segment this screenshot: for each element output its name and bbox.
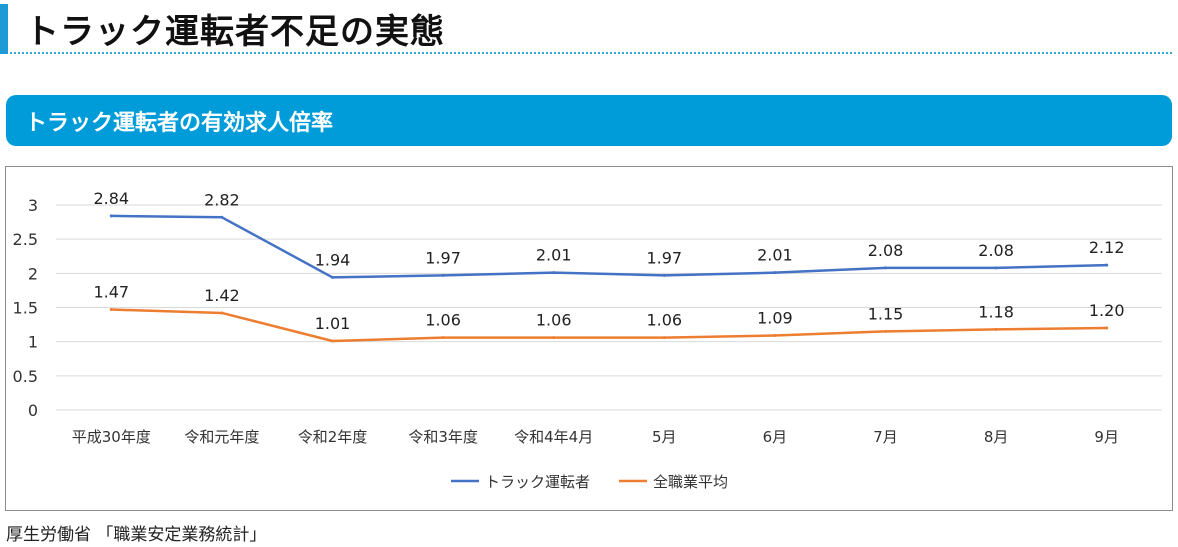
data-point: [441, 273, 445, 277]
data-label: 2.08: [978, 241, 1014, 260]
data-point: [109, 308, 113, 312]
data-point: [884, 329, 887, 333]
x-tick-label: 6月: [763, 428, 788, 446]
data-point: [220, 215, 224, 219]
data-label: 1.18: [978, 302, 1014, 321]
x-tick-label: 8月: [984, 428, 1009, 446]
data-point: [994, 266, 998, 270]
data-label: 1.09: [757, 309, 793, 328]
data-point: [109, 214, 113, 218]
line-chart: 0 0.5 1 1.5 2 2.5 3 平成30年度 令和元年度 令和2年度 令和3年度 令和4年4月…: [13, 189, 1162, 491]
data-label: 2.01: [757, 246, 793, 265]
data-label: 1.06: [536, 311, 572, 330]
page-title: トラック運転者不足の実態: [25, 12, 445, 52]
section-title: トラック運転者の有効求人倍率: [25, 111, 334, 136]
data-point: [1105, 263, 1109, 267]
data-label: 1.47: [93, 283, 129, 302]
data-point: [662, 336, 666, 340]
data-label: 2.01: [536, 246, 572, 265]
x-tick-label: 9月: [1094, 428, 1119, 446]
data-label: 1.42: [204, 286, 240, 305]
data-label: 1.20: [1089, 301, 1125, 320]
data-point: [1105, 326, 1109, 330]
x-tick-label: 5月: [652, 428, 677, 446]
x-tick-label: 令和3年度: [408, 428, 478, 446]
data-label: 1.97: [425, 248, 461, 267]
data-point: [884, 266, 887, 270]
data-point: [773, 334, 777, 338]
y-tick-label: 3: [28, 196, 38, 215]
data-label: 1.01: [315, 314, 351, 333]
x-tick-label: 令和元年度: [184, 428, 259, 446]
chart-frame: 0 0.5 1 1.5 2 2.5 3 平成30年度 令和元年度 令和2年度 令和3年度 令和4年4月…: [5, 166, 1173, 511]
legend-label: 全職業平均: [653, 473, 728, 491]
data-label: 1.94: [315, 250, 351, 269]
data-label: 2.82: [204, 190, 240, 209]
series-line-all-occupations: [110, 308, 1108, 343]
data-label: 2.12: [1089, 238, 1125, 257]
data-point: [331, 339, 334, 343]
data-label: 1.06: [425, 311, 461, 330]
data-label: 2.08: [868, 241, 904, 260]
data-label: 2.84: [93, 189, 129, 208]
data-label: 1.97: [646, 248, 682, 267]
legend-label: トラック運転者: [485, 473, 590, 491]
data-label: 1.06: [646, 311, 682, 330]
data-point: [552, 271, 556, 275]
title-accent-bar: [0, 4, 8, 54]
y-tick-label: 2: [28, 264, 38, 283]
y-tick-label: 1: [28, 333, 38, 352]
x-tick-label: 令和2年度: [298, 428, 368, 446]
data-point: [773, 271, 777, 275]
x-tick-label: 平成30年度: [72, 428, 151, 446]
x-tick-label: 7月: [873, 428, 898, 446]
data-point: [331, 275, 334, 279]
x-tick-label: 令和4年4月: [514, 428, 593, 446]
data-point: [552, 336, 556, 340]
data-point: [662, 273, 666, 277]
data-point: [994, 327, 998, 331]
y-tick-label: 0.5: [13, 367, 38, 386]
series-line-truck-driver: [110, 214, 1108, 279]
page-header: [6, 4, 1172, 54]
data-label: 1.15: [868, 304, 904, 323]
data-point: [220, 311, 224, 315]
y-tick-label: 2.5: [13, 230, 38, 249]
y-tick-label: 0: [28, 401, 38, 420]
section-banner: トラック運転者の有効求人倍率: [6, 95, 1172, 146]
source-note: 厚生労働省 「職業安定業務統計」: [6, 525, 267, 545]
y-tick-label: 1.5: [13, 299, 38, 318]
data-point: [441, 336, 445, 340]
